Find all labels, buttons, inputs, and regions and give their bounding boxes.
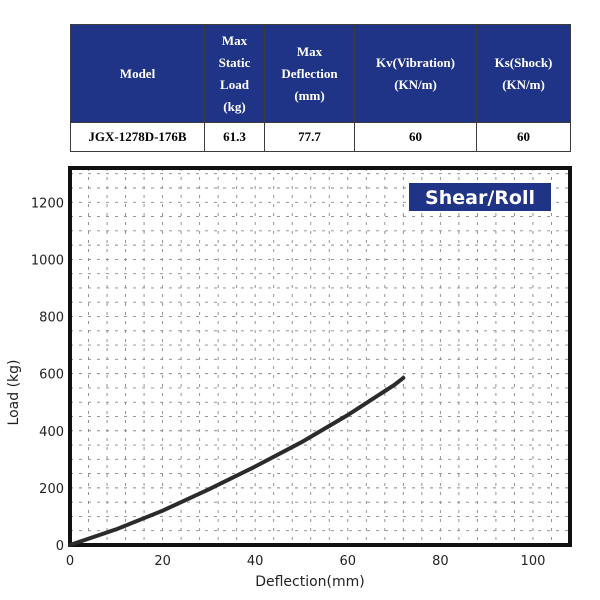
cell-ks-shock: 60 bbox=[476, 122, 571, 152]
x-axis-label: Deflection(mm) bbox=[255, 574, 365, 590]
header-max-static-load: Max Static Load (kg) bbox=[204, 24, 265, 123]
y-tick-label: 200 bbox=[39, 482, 64, 497]
x-tick-label: 100 bbox=[521, 554, 546, 569]
y-tick-label: 800 bbox=[39, 311, 64, 326]
x-tick-label: 80 bbox=[432, 554, 449, 569]
header-max-deflection: Max Deflection (mm) bbox=[264, 24, 355, 123]
cell-max-deflection: 77.7 bbox=[264, 122, 355, 152]
cell-kv-vibration: 60 bbox=[354, 122, 477, 152]
spec-table-header-row: Model Max Static Load (kg) Max Deflectio… bbox=[70, 24, 571, 123]
table-row: JGX-1278D-176B 61.3 77.7 60 60 bbox=[70, 122, 571, 152]
y-tick-label: 1000 bbox=[31, 253, 64, 268]
header-kv-vibration: Kv(Vibration) (KN/m) bbox=[354, 24, 477, 123]
y-tick-label: 600 bbox=[39, 368, 64, 383]
y-tick-label: 0 bbox=[56, 539, 64, 554]
series-line bbox=[68, 375, 406, 547]
plot-frame bbox=[68, 166, 572, 547]
x-tick-label: 0 bbox=[66, 554, 74, 569]
x-tick-label: 60 bbox=[340, 554, 357, 569]
badge-background bbox=[407, 181, 553, 213]
shear-roll-badge: Shear/Roll bbox=[407, 181, 553, 213]
y-tick-label: 400 bbox=[39, 425, 64, 440]
cell-model: JGX-1278D-176B bbox=[70, 122, 205, 152]
chart-grid bbox=[70, 168, 570, 545]
x-tick-label: 20 bbox=[154, 554, 171, 569]
spec-table: Model Max Static Load (kg) Max Deflectio… bbox=[70, 24, 571, 152]
header-model: Model bbox=[70, 24, 205, 123]
y-axis-label: Load (kg) bbox=[6, 360, 22, 426]
y-tick-label: 1200 bbox=[31, 196, 64, 211]
cell-max-static-load: 61.3 bbox=[204, 122, 265, 152]
x-tick-label: 40 bbox=[247, 554, 264, 569]
header-ks-shock: Ks(Shock) (KN/m) bbox=[476, 24, 571, 123]
badge-label: Shear/Roll bbox=[425, 187, 535, 209]
